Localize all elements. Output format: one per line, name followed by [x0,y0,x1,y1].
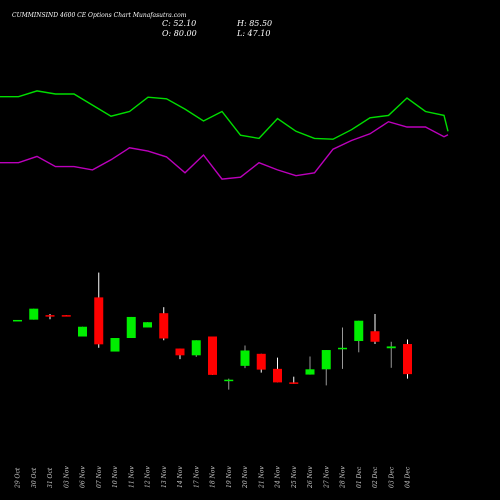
x-tick-label: 26 Nov [307,466,314,489]
candle-body-down [289,382,299,384]
candle-body-down [273,368,282,383]
x-tick-label: 17 Nov [193,466,200,488]
candle-body-up [191,340,201,356]
open-value: O: 80.00 [162,29,197,38]
chart-title: CUMMINSIND 4600 CE Options Chart Munafas… [12,12,187,19]
candle-body-up [305,369,315,375]
x-tick-label: 03 Dec [388,466,395,488]
x-tick-label: 04 Dec [405,466,412,488]
x-tick-label: 18 Nov [210,466,217,488]
x-tick-label: 07 Nov [96,466,103,488]
x-tick-label: 11 Nov [128,466,135,488]
upper-indicator-line [0,90,449,140]
candle-body-down [370,331,380,342]
x-tick-label: 24 Nov [275,466,282,489]
x-tick-label: 03 Nov [63,466,70,488]
x-tick-label: 21 Nov [258,466,265,489]
candle-body-down [94,297,104,345]
candle-body-up [78,326,87,337]
candle-body-down [45,315,55,317]
high-value: H: 85.50 [237,19,273,28]
x-tick-label: 25 Nov [291,466,298,489]
x-tick-label: 12 Nov [145,466,152,488]
x-tick-label: 28 Nov [340,466,347,489]
x-tick-label: 02 Dec [372,466,379,488]
candle-body-up [354,320,364,342]
candle-body-up [29,308,39,320]
x-tick-label: 30 Oct [31,467,38,488]
lower-indicator-line [0,120,449,180]
candle-body-up [143,322,152,328]
x-tick-label: 10 Nov [112,466,119,488]
candle-body-down [403,344,412,375]
x-tick-label: 14 Nov [177,466,184,488]
close-value: C: 52.10 [162,19,197,28]
x-tick-label: 19 Nov [226,466,233,488]
candle-body-down [159,313,169,339]
candle-body-down [208,336,217,375]
x-tick-label: 06 Nov [80,466,87,488]
low-value: L: 47.10 [237,29,271,38]
candle-body-up [224,379,234,382]
x-tick-label: 29 Oct [15,467,22,489]
x-tick-label: 01 Dec [356,466,363,488]
candle-body-up [13,319,22,322]
candle-body-up [321,350,331,370]
candle-body-down [175,348,185,356]
candle-body-up [126,316,136,339]
x-tick-label: 20 Nov [242,466,249,489]
x-tick-label: 13 Nov [161,466,168,488]
candle-body-up [240,350,250,366]
candle-body-down [256,353,266,370]
candle-body-down [61,315,71,317]
candle-body-up [386,346,396,349]
candle-body-up [110,338,120,352]
x-tick-label: 31 Oct [47,467,54,488]
candle-body-up [338,347,347,350]
x-tick-label: 27 Nov [323,466,330,489]
